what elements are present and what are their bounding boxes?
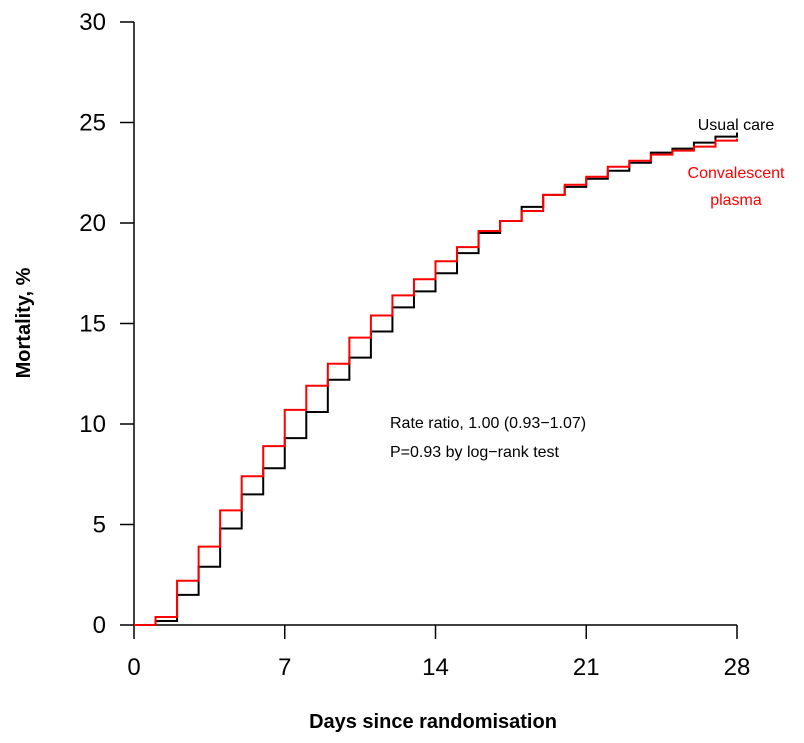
series-label-convalescent-line2: plasma bbox=[710, 192, 762, 209]
y-tick-label: 0 bbox=[93, 612, 106, 639]
y-tick-label: 15 bbox=[79, 311, 106, 338]
ticks: 0 5 10 15 20 25 30 0 7 14 21 28 bbox=[79, 9, 750, 681]
y-tick-label: 20 bbox=[79, 210, 106, 237]
axes bbox=[133, 22, 737, 626]
y-tick-label: 30 bbox=[79, 9, 106, 36]
series-line-usual-care bbox=[134, 132, 738, 626]
y-axis-title: Mortality, % bbox=[13, 267, 35, 378]
x-tick-label: 21 bbox=[573, 654, 600, 681]
y-tick-label: 25 bbox=[79, 110, 106, 137]
x-tick-label: 14 bbox=[422, 654, 449, 681]
series-line-convalescent-plasma bbox=[134, 138, 738, 626]
series-label-convalescent-line1: Convalescent bbox=[688, 165, 786, 182]
x-tick-label: 28 bbox=[724, 654, 751, 681]
y-tick-label: 5 bbox=[93, 512, 106, 539]
y-tick-label: 10 bbox=[79, 411, 106, 438]
x-tick-label: 7 bbox=[278, 654, 291, 681]
series-group bbox=[134, 132, 738, 626]
p-value-annotation: P=0.93 by log−rank test bbox=[390, 444, 560, 461]
x-axis-title: Days since randomisation bbox=[309, 711, 557, 733]
x-tick-label: 0 bbox=[127, 654, 140, 681]
series-label-usual-care: Usual care bbox=[698, 117, 775, 134]
rate-ratio-annotation: Rate ratio, 1.00 (0.93−1.07) bbox=[390, 415, 586, 432]
